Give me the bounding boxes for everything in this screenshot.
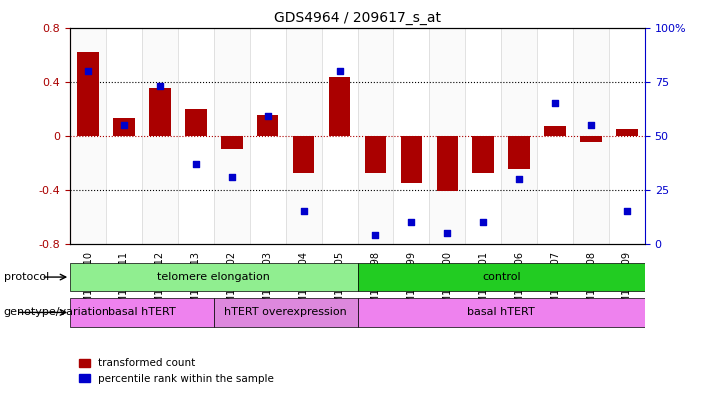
Point bbox=[262, 113, 273, 119]
Bar bbox=[573, 28, 609, 244]
Point bbox=[514, 176, 525, 182]
Text: telomere elongation: telomere elongation bbox=[157, 272, 271, 282]
Bar bbox=[508, 136, 530, 169]
Point bbox=[154, 83, 165, 89]
Bar bbox=[250, 28, 286, 244]
Bar bbox=[149, 88, 171, 136]
Title: GDS4964 / 209617_s_at: GDS4964 / 209617_s_at bbox=[274, 11, 441, 25]
Bar bbox=[185, 108, 207, 136]
FancyBboxPatch shape bbox=[70, 263, 358, 291]
Point bbox=[406, 219, 417, 225]
Bar bbox=[501, 28, 537, 244]
Bar bbox=[544, 126, 566, 136]
Bar bbox=[214, 28, 250, 244]
FancyBboxPatch shape bbox=[358, 263, 645, 291]
Bar bbox=[609, 28, 645, 244]
Bar bbox=[401, 136, 422, 183]
Bar bbox=[322, 28, 358, 244]
FancyBboxPatch shape bbox=[70, 298, 214, 327]
Point bbox=[190, 160, 201, 167]
Bar bbox=[77, 52, 99, 136]
Bar bbox=[365, 136, 386, 173]
Bar bbox=[293, 136, 314, 173]
Bar bbox=[472, 136, 494, 173]
Point bbox=[585, 121, 597, 128]
Point bbox=[442, 230, 453, 236]
Point bbox=[298, 208, 309, 214]
Bar bbox=[537, 28, 573, 244]
Point bbox=[550, 100, 561, 106]
Bar bbox=[142, 28, 178, 244]
Bar bbox=[70, 28, 106, 244]
Bar bbox=[465, 28, 501, 244]
Bar bbox=[221, 136, 243, 149]
Legend: transformed count, percentile rank within the sample: transformed count, percentile rank withi… bbox=[75, 354, 278, 388]
Bar bbox=[358, 28, 393, 244]
Point bbox=[370, 232, 381, 238]
Point bbox=[477, 219, 489, 225]
Bar bbox=[329, 77, 350, 136]
Bar bbox=[114, 118, 135, 136]
Bar bbox=[257, 115, 278, 136]
Text: genotype/variation: genotype/variation bbox=[4, 307, 109, 318]
Point bbox=[118, 121, 130, 128]
Text: control: control bbox=[482, 272, 521, 282]
Bar bbox=[437, 136, 458, 191]
Text: protocol: protocol bbox=[4, 272, 49, 282]
Bar bbox=[429, 28, 465, 244]
Bar bbox=[580, 136, 601, 142]
Bar bbox=[616, 129, 638, 136]
Bar bbox=[178, 28, 214, 244]
Text: basal hTERT: basal hTERT bbox=[108, 307, 176, 318]
Bar bbox=[393, 28, 429, 244]
Bar bbox=[106, 28, 142, 244]
FancyBboxPatch shape bbox=[214, 298, 358, 327]
Point bbox=[621, 208, 632, 214]
Point bbox=[334, 68, 345, 74]
Text: hTERT overexpression: hTERT overexpression bbox=[224, 307, 347, 318]
Point bbox=[226, 173, 238, 180]
Text: basal hTERT: basal hTERT bbox=[468, 307, 535, 318]
Point bbox=[83, 68, 94, 74]
Bar bbox=[286, 28, 322, 244]
FancyBboxPatch shape bbox=[358, 298, 645, 327]
